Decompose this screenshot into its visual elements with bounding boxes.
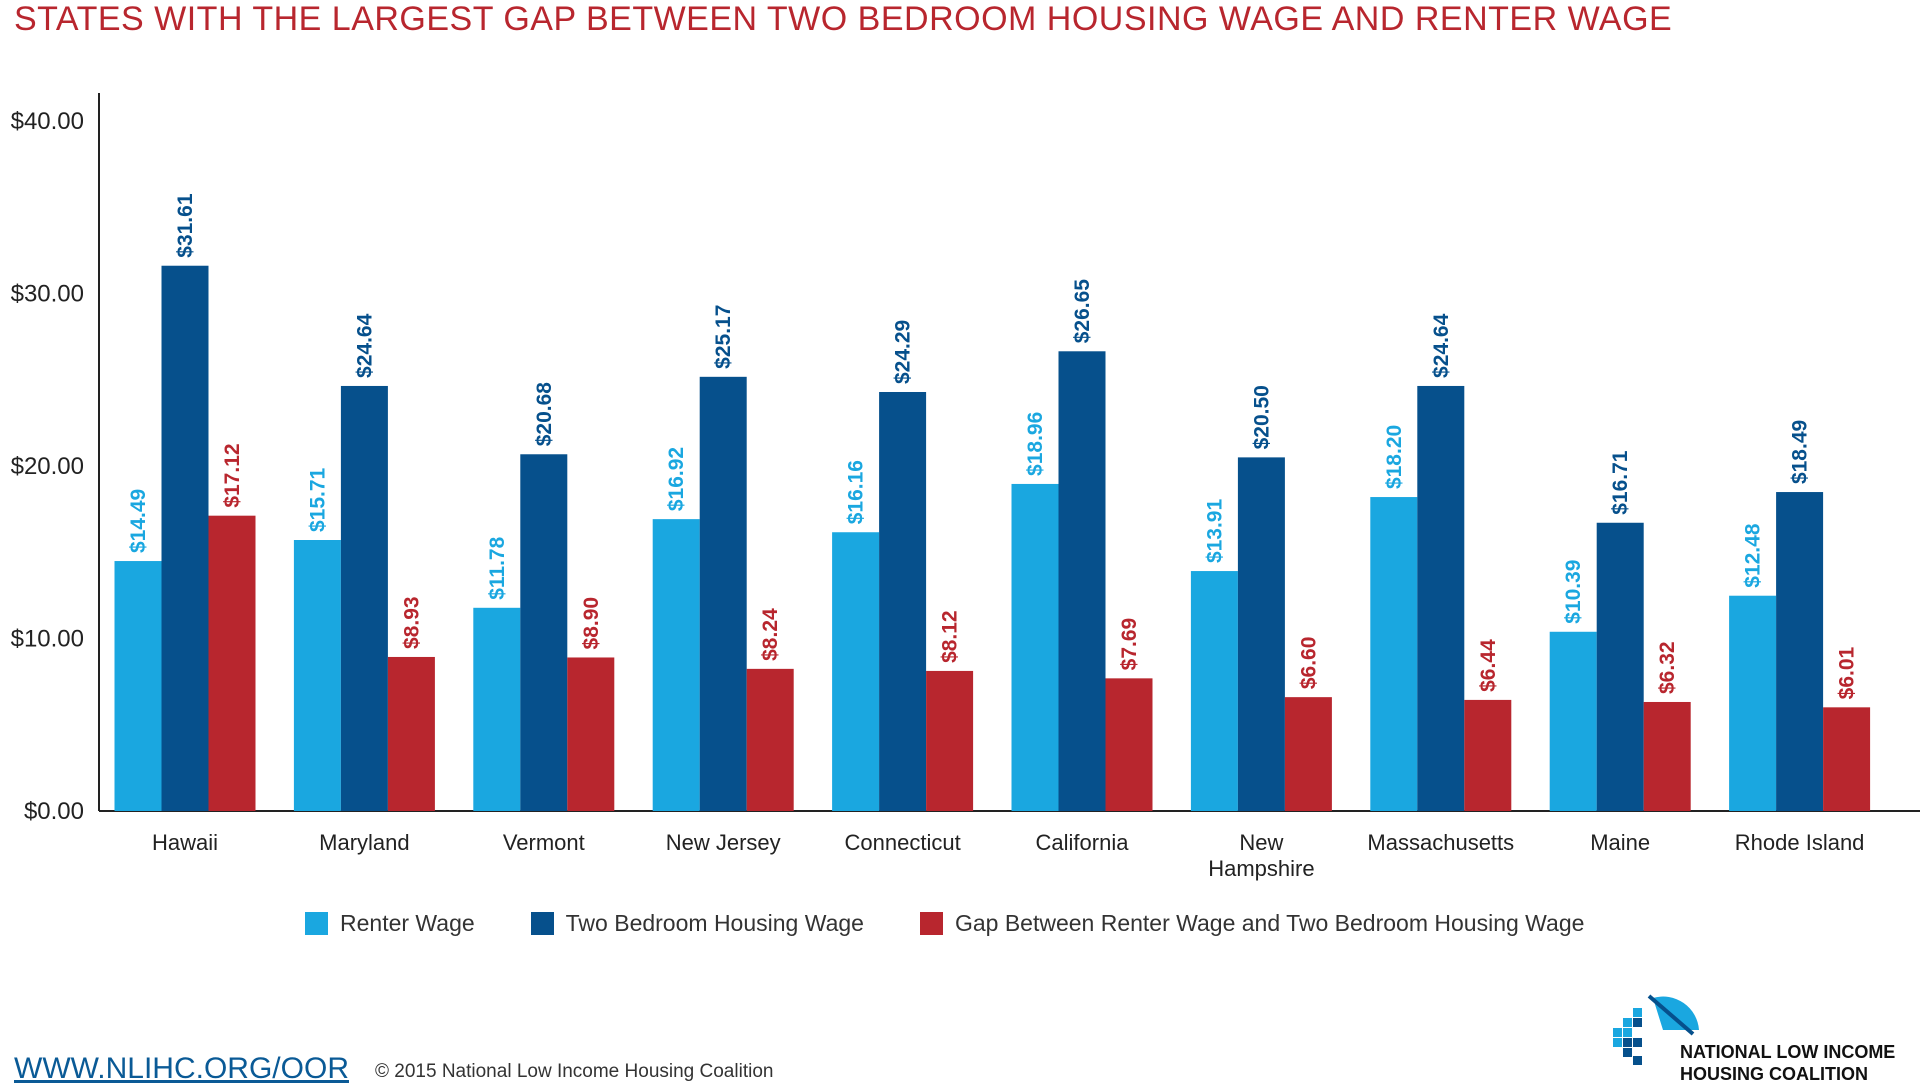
x-tick-label: Maine [1590,830,1650,855]
bar [1011,483,1059,811]
legend-item-housing: Two Bedroom Housing Wage [530,910,864,937]
data-label: $8.90 [580,597,603,650]
bar [1284,697,1332,811]
bar [746,668,794,811]
x-tick-label: Connecticut [845,830,961,855]
data-label: $6.60 [1297,637,1320,690]
bar [208,515,256,811]
logo-text: NATIONAL LOW INCOME HOUSING COALITION [1680,1041,1895,1085]
legend-swatch-gap [919,912,943,935]
data-label: $31.61 [174,193,197,258]
data-label: $8.93 [400,596,423,649]
bar [926,670,974,811]
y-tick-label: $20.00 [11,453,84,480]
website-link[interactable]: WWW.NLIHC.ORG/OOR [14,1052,349,1085]
legend-item-renter: Renter Wage [305,910,475,937]
copyright-text: © 2015 National Low Income Housing Coali… [375,1061,774,1082]
data-label: $13.91 [1203,499,1226,564]
bar [567,657,615,811]
legend-item-gap: Gap Between Renter Wage and Two Bedroom … [919,910,1585,937]
data-label: $6.01 [1836,646,1859,699]
logo-line-1: NATIONAL LOW INCOME [1680,1042,1896,1062]
x-tick-label: New [1239,830,1283,855]
x-tick-label: California [1036,830,1130,855]
y-tick-label: $10.00 [11,626,84,653]
legend: Renter Wage Two Bedroom Housing Wage Gap… [305,910,1640,937]
bar-chart: $0.00 $10.00 $20.00 $30.00 $40.00 $14.49 $31.6… [11,93,1920,881]
legend-label-renter: Renter Wage [340,910,475,936]
bar [1105,678,1153,811]
x-tick-label: New Jersey [666,830,781,855]
bar [1596,522,1644,811]
bar [340,385,388,811]
data-label: $12.48 [1742,523,1765,588]
data-label: $15.71 [306,467,329,532]
bar [1729,595,1777,811]
bar [1823,707,1871,811]
x-tick-label: Hampshire [1208,856,1314,881]
bar [1643,701,1691,811]
data-label: $11.78 [486,536,509,599]
legend-label-housing: Two Bedroom Housing Wage [565,910,864,936]
x-tick-label: Rhode Island [1735,830,1865,855]
data-label: $16.92 [665,447,688,511]
data-label: $24.64 [1430,313,1453,378]
x-tick-label: Hawaii [152,830,218,855]
bar [473,607,521,811]
legend-swatch-housing [530,912,554,935]
bar [387,656,435,811]
data-label: $18.20 [1383,425,1406,489]
bar [1417,385,1465,811]
data-label: $6.44 [1477,639,1500,692]
data-label: $18.96 [1024,412,1047,476]
data-label: $6.32 [1656,641,1679,694]
bar [879,391,927,811]
data-label: $8.12 [939,610,962,663]
data-label: $7.69 [1118,618,1141,671]
bar [699,376,747,811]
legend-swatch-renter [305,912,328,935]
data-label: $17.12 [221,443,244,507]
bar [161,265,209,811]
data-label: $14.49 [127,489,150,553]
data-label: $10.39 [1562,560,1585,624]
data-label: $26.65 [1071,279,1094,344]
data-label: $8.24 [759,608,782,661]
bar [1549,631,1597,811]
data-label: $24.64 [353,313,376,378]
data-label: $18.49 [1789,420,1812,484]
data-label: $20.50 [1250,385,1273,449]
bar [1776,492,1824,811]
y-tick-label: $0.00 [24,798,84,825]
data-label: $24.29 [892,320,915,384]
x-tick-label: Maryland [319,830,409,855]
x-tick-label: Massachusetts [1367,830,1514,855]
data-label: $20.68 [533,382,556,447]
chart-title: STATES WITH THE LARGEST GAP BETWEEN TWO … [14,0,1673,38]
bar [652,519,700,811]
bar [1190,571,1238,811]
data-label: $25.17 [712,305,735,369]
y-tick-label: $30.00 [11,281,84,308]
bar [520,454,568,811]
y-tick-label: $40.00 [11,108,84,135]
nlihc-logo-icon [1613,994,1699,1065]
bar [1058,351,1106,811]
bar [1464,699,1512,811]
bar [1237,457,1285,811]
x-tick-label: Vermont [503,830,585,855]
bar [1370,497,1418,811]
bar [832,532,880,811]
legend-label-gap: Gap Between Renter Wage and Two Bedroom … [954,910,1585,936]
data-label: $16.16 [845,460,868,524]
logo-line-2: HOUSING COALITION [1680,1064,1868,1084]
bar [293,540,341,811]
bar [114,561,162,811]
data-label: $16.71 [1609,450,1632,515]
